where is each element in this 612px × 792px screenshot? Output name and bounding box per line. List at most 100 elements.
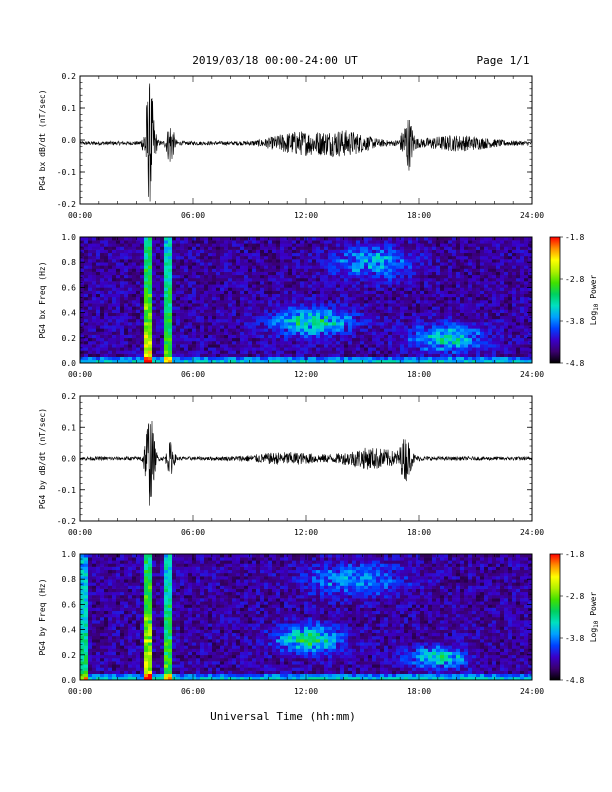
heatmap-cell — [268, 255, 273, 260]
heatmap-cell — [224, 300, 229, 304]
heatmap-cell — [88, 350, 93, 354]
heatmap-cell — [240, 306, 245, 310]
heatmap-cell — [340, 334, 345, 339]
heatmap-cell — [424, 240, 429, 244]
heatmap-cell — [248, 350, 253, 354]
heatmap-cell — [520, 340, 525, 345]
heatmap-cell — [144, 243, 149, 247]
heatmap-cell — [472, 325, 477, 329]
heatmap-cell — [248, 359, 253, 364]
heatmap-cell — [276, 315, 281, 320]
heatmap-cell — [188, 293, 193, 298]
heatmap-cell — [528, 359, 533, 364]
heatmap-cell — [508, 293, 513, 298]
heatmap-cell — [508, 237, 513, 241]
heatmap-cell — [380, 344, 385, 348]
heatmap-cell — [260, 303, 265, 307]
heatmap-cell — [172, 287, 177, 291]
heatmap-cell — [256, 290, 261, 294]
heatmap-cell — [436, 281, 441, 285]
heatmap-cell — [80, 359, 85, 364]
heatmap-cell — [300, 271, 305, 276]
heatmap-cell — [80, 617, 85, 621]
heatmap-cell — [260, 350, 265, 354]
heatmap-cell — [192, 344, 197, 348]
heatmap-cell — [276, 353, 281, 357]
heatmap-cell — [488, 303, 493, 307]
heatmap-cell — [308, 259, 313, 263]
heatmap-cell — [432, 337, 437, 342]
heatmap-cell — [220, 359, 225, 364]
heatmap-cell — [228, 246, 233, 250]
heatmap-cell — [252, 262, 257, 266]
heatmap-cell — [524, 322, 529, 326]
heatmap-cell — [80, 306, 85, 310]
heatmap-cell — [220, 287, 225, 291]
heatmap-cell — [520, 350, 525, 354]
heatmap-cell — [488, 277, 493, 282]
heatmap-cell — [512, 318, 517, 323]
heatmap-cell — [404, 350, 409, 354]
heatmap-cell — [412, 303, 417, 307]
heatmap-cell — [276, 237, 281, 241]
heatmap-cell — [480, 318, 485, 323]
heatmap-cell — [184, 303, 189, 307]
heatmap-cell — [396, 350, 401, 354]
heatmap-cell — [516, 249, 521, 254]
heatmap-cell — [304, 353, 309, 357]
heatmap-cell — [384, 344, 389, 348]
heatmap-cell — [120, 259, 125, 263]
heatmap-cell — [100, 252, 105, 257]
heatmap-cell — [108, 306, 113, 310]
heatmap-cell — [132, 322, 137, 326]
heatmap-cell — [436, 240, 441, 244]
heatmap-cell — [320, 290, 325, 294]
heatmap-cell — [488, 271, 493, 276]
heatmap-cell — [84, 560, 89, 564]
heatmap-cell — [304, 344, 309, 348]
heatmap-cell — [404, 237, 409, 241]
heatmap-cell — [388, 300, 393, 304]
heatmap-cell — [420, 350, 425, 354]
heatmap-cell — [332, 271, 337, 276]
heatmap-cell — [488, 322, 493, 326]
heatmap-cell — [388, 337, 393, 342]
heatmap-cell — [128, 318, 133, 323]
heatmap-cell — [452, 281, 457, 285]
heatmap-cell — [340, 287, 345, 291]
heatmap-cell — [256, 259, 261, 263]
heatmap-cell — [260, 259, 265, 263]
heatmap-cell — [516, 240, 521, 244]
heatmap-cell — [516, 344, 521, 348]
heatmap-cell — [84, 604, 89, 608]
heatmap-cell — [304, 331, 309, 335]
heatmap-cell — [352, 262, 357, 266]
heatmap-cell — [84, 664, 89, 668]
heatmap-cell — [432, 255, 437, 260]
heatmap-cell — [448, 359, 453, 364]
heatmap-cell — [384, 303, 389, 307]
heatmap-cell — [424, 303, 429, 307]
heatmap-cell — [408, 290, 413, 294]
heatmap-cell — [128, 262, 133, 266]
heatmap-cell — [340, 300, 345, 304]
heatmap-cell — [500, 309, 505, 313]
heatmap-cell — [308, 290, 313, 294]
heatmap-cell — [288, 318, 293, 323]
heatmap-cell — [496, 315, 501, 320]
heatmap-cell — [188, 281, 193, 285]
heatmap-cell — [380, 340, 385, 345]
heatmap-cell — [184, 312, 189, 317]
heatmap-cell — [100, 274, 105, 279]
heatmap-cell — [92, 340, 97, 345]
heatmap-cell — [96, 284, 101, 288]
heatmap-cell — [84, 274, 89, 279]
heatmap-cell — [320, 296, 325, 301]
heatmap-cell — [380, 315, 385, 320]
heatmap-cell — [316, 290, 321, 294]
heatmap-cell — [448, 334, 453, 339]
heatmap-cell — [268, 306, 273, 310]
heatmap-cell — [408, 331, 413, 335]
heatmap-cell — [84, 661, 89, 665]
heatmap-cell — [288, 293, 293, 298]
